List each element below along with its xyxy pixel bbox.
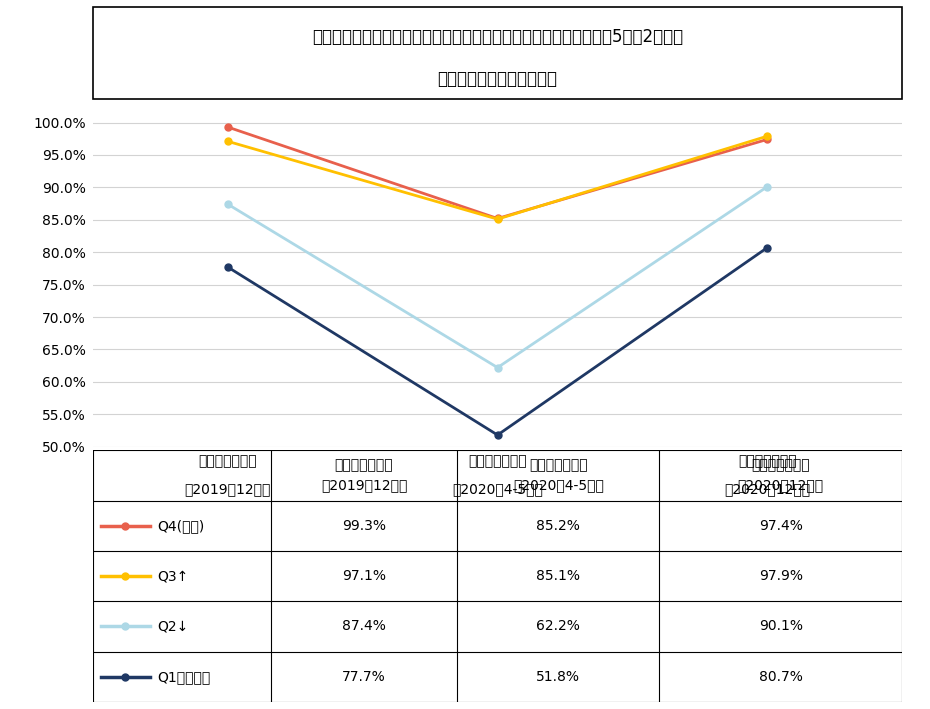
Text: 51.8%: 51.8% xyxy=(537,670,580,683)
FancyBboxPatch shape xyxy=(93,7,902,99)
Text: 緊急事態宣言後: 緊急事態宣言後 xyxy=(737,454,797,468)
Text: （2020年12月）: （2020年12月） xyxy=(737,479,824,493)
Text: 97.1%: 97.1% xyxy=(342,569,386,583)
Text: 80.7%: 80.7% xyxy=(759,670,803,683)
Text: Q1（低い）: Q1（低い） xyxy=(158,670,211,683)
Text: Q3↑: Q3↑ xyxy=(158,569,189,583)
Text: 緊急事態宣言前: 緊急事態宣言前 xyxy=(198,454,258,468)
Text: 99.3%: 99.3% xyxy=(342,519,386,532)
Text: （スコア総得点四分位別）: （スコア総得点四分位別） xyxy=(437,70,558,88)
Text: 緊急事態宣言下: 緊急事態宣言下 xyxy=(529,458,588,472)
Text: 85.2%: 85.2% xyxy=(537,519,580,532)
Text: 緊急事態宣言後: 緊急事態宣言後 xyxy=(751,458,810,472)
Text: 87.4%: 87.4% xyxy=(342,620,386,633)
Text: （2020年4-5月）: （2020年4-5月） xyxy=(452,482,543,496)
Text: 85.1%: 85.1% xyxy=(537,569,580,583)
Text: 97.9%: 97.9% xyxy=(759,569,803,583)
Text: 90.1%: 90.1% xyxy=(759,620,803,633)
Text: （2020年12月）: （2020年12月） xyxy=(724,482,810,496)
Text: （2020年4-5月）: （2020年4-5月） xyxy=(512,479,604,493)
Text: （2019年12月）: （2019年12月） xyxy=(185,482,271,496)
Text: 緊急事態宣言下および前後にバランスの取れた食事を摂れている小5・中2の割合: 緊急事態宣言下および前後にバランスの取れた食事を摂れている小5・中2の割合 xyxy=(312,28,684,45)
Text: 97.4%: 97.4% xyxy=(759,519,803,532)
Text: 77.7%: 77.7% xyxy=(342,670,386,683)
Text: Q4(高い): Q4(高い) xyxy=(158,519,205,532)
Text: Q2↓: Q2↓ xyxy=(158,620,189,633)
Text: 緊急事態宣言前: 緊急事態宣言前 xyxy=(335,458,393,472)
Text: 緊急事態宣言下: 緊急事態宣言下 xyxy=(468,454,527,468)
Text: （2019年12月）: （2019年12月） xyxy=(321,479,407,493)
Text: 62.2%: 62.2% xyxy=(537,620,580,633)
